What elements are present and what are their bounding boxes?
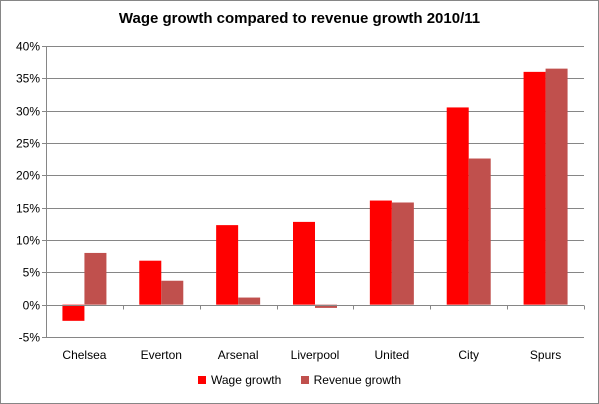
legend: Wage growth Revenue growth bbox=[0, 373, 599, 387]
x-tick-label: Liverpool bbox=[291, 348, 340, 362]
bar-wage-city bbox=[446, 107, 469, 305]
bar-revenue-everton bbox=[161, 280, 184, 305]
y-tick-label: 5% bbox=[23, 266, 41, 280]
x-tick-label: Spurs bbox=[530, 348, 561, 362]
legend-item-revenue: Revenue growth bbox=[300, 373, 401, 387]
x-tick-label: Arsenal bbox=[218, 348, 259, 362]
y-tick-label: 0% bbox=[23, 299, 41, 313]
bars bbox=[62, 68, 568, 321]
legend-label-wage: Wage growth bbox=[211, 373, 282, 387]
bar-wage-liverpool bbox=[293, 221, 315, 305]
x-tick-label: Chelsea bbox=[62, 348, 106, 362]
bar-wage-spurs bbox=[523, 71, 546, 305]
y-tick-label: 40% bbox=[16, 40, 40, 54]
bar-revenue-city bbox=[468, 158, 491, 305]
bar-revenue-liverpool bbox=[315, 304, 337, 308]
bar-revenue-spurs bbox=[545, 68, 568, 305]
axes bbox=[42, 46, 585, 338]
bar-revenue-united bbox=[391, 202, 414, 305]
legend-swatch-wage bbox=[198, 376, 206, 384]
y-tick-label: 30% bbox=[16, 105, 40, 119]
x-tick-label: United bbox=[375, 348, 410, 362]
legend-swatch-revenue bbox=[300, 376, 309, 384]
bar-wage-arsenal bbox=[216, 225, 239, 305]
legend-label-revenue: Revenue growth bbox=[313, 373, 401, 387]
y-tick-labels: -5% 0% 5% 10% 15% 20% 25% 30% 35% 40% bbox=[16, 40, 40, 345]
legend-item-wage: Wage growth bbox=[198, 373, 281, 387]
bar-wage-everton bbox=[139, 260, 162, 305]
y-tick-label: 15% bbox=[16, 202, 40, 216]
y-tick-label: 35% bbox=[16, 72, 40, 86]
y-tick-label: -5% bbox=[19, 331, 41, 345]
bar-wage-chelsea bbox=[62, 304, 85, 321]
bar-revenue-chelsea bbox=[84, 252, 107, 305]
x-tick-labels: Chelsea Everton Arsenal Liverpool United City… bbox=[62, 348, 561, 362]
y-tick-label: 25% bbox=[16, 137, 40, 151]
bar-wage-united bbox=[369, 200, 392, 305]
chart-title: Wage growth compared to revenue growth 2… bbox=[118, 10, 481, 27]
x-tick-label: City bbox=[458, 348, 479, 362]
bar-revenue-arsenal bbox=[238, 297, 261, 305]
y-tick-label: 10% bbox=[16, 234, 40, 248]
x-tick-label: Everton bbox=[141, 348, 182, 362]
y-tick-label: 20% bbox=[16, 169, 40, 183]
